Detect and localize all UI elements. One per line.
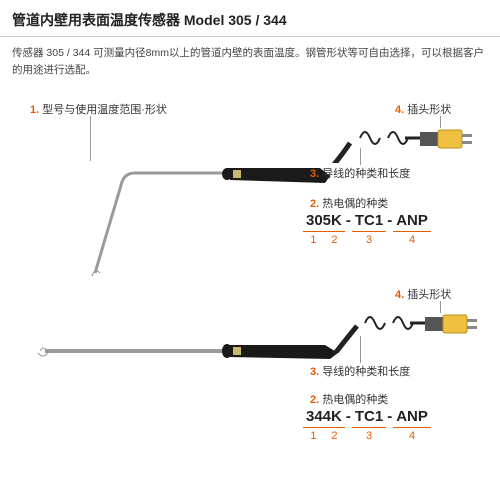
pn1-idx3: 4: [393, 234, 431, 246]
pn2-seg1: 344K: [306, 408, 342, 425]
pn2-idx2: 3: [352, 430, 386, 442]
label-4-num: 4.: [395, 104, 404, 116]
label-3-txt: 导线的种类和长度: [322, 168, 410, 180]
label-1-num: 1.: [30, 104, 39, 116]
label-2-upper: 2. 热电偶的种类: [310, 195, 388, 211]
description: 传感器 305 / 344 可测量内径8mm以上的管道内壁的表面温度。钢管形状等…: [0, 45, 500, 83]
cable-plug-lower: [325, 308, 495, 353]
label-2-txt: 热电偶的种类: [322, 394, 388, 406]
pn2-seg3: ANP: [393, 409, 431, 429]
partno-344: 344K 1 2 - TC1 3 - ANP 4: [302, 409, 432, 443]
cable-plug-upper: [320, 123, 490, 163]
divider: [0, 36, 500, 37]
pn2-idx1b: 2: [331, 430, 337, 442]
pn2-seg2: TC1: [352, 409, 386, 429]
label-2-txt: 热电偶的种类: [322, 198, 388, 210]
sensor-probe-curved: [30, 168, 330, 278]
label-3-txt: 导线的种类和长度: [322, 366, 410, 378]
pn1-seg2: TC1: [352, 213, 386, 233]
pn1-idx2: 3: [352, 234, 386, 246]
label-3-num: 3.: [310, 168, 319, 180]
leader-line: [360, 336, 361, 363]
page-title: 管道内壁用表面温度传感器 Model 305 / 344: [0, 0, 500, 36]
pn2-idx1: 1: [310, 430, 316, 442]
sensor-probe-straight: [30, 343, 340, 363]
label-4-upper: 4. 插头形状: [395, 101, 451, 117]
label-4-num: 4.: [395, 289, 404, 301]
leader-line: [360, 148, 361, 165]
label-2-lower: 2. 热电偶的种类: [310, 391, 388, 407]
label-2-num: 2.: [310, 394, 319, 406]
label-3-num: 3.: [310, 366, 319, 378]
label-4-txt: 插头形状: [407, 289, 451, 301]
label-2-num: 2.: [310, 198, 319, 210]
label-3-upper: 3. 导线的种类和长度: [310, 165, 410, 181]
label-1-txt: 型号与使用温度范围·形状: [42, 104, 167, 116]
partno-305: 305K 1 2 - TC1 3 - ANP 4: [302, 213, 432, 247]
label-4-lower: 4. 插头形状: [395, 286, 451, 302]
label-4-txt: 插头形状: [407, 104, 451, 116]
pn1-idx1: 1: [310, 234, 316, 246]
diagram-area: 1. 型号与使用温度范围·形状 4. 插头形状 3. 导线的种类和长度: [0, 83, 500, 493]
leader-line: [90, 116, 91, 161]
pn1-seg3: ANP: [393, 213, 431, 233]
label-3-lower: 3. 导线的种类和长度: [310, 363, 410, 379]
pn1-seg1: 305K: [306, 212, 342, 229]
label-1-upper: 1. 型号与使用温度范围·形状: [30, 101, 167, 117]
pn2-idx3: 4: [393, 430, 431, 442]
pn1-idx1b: 2: [331, 234, 337, 246]
